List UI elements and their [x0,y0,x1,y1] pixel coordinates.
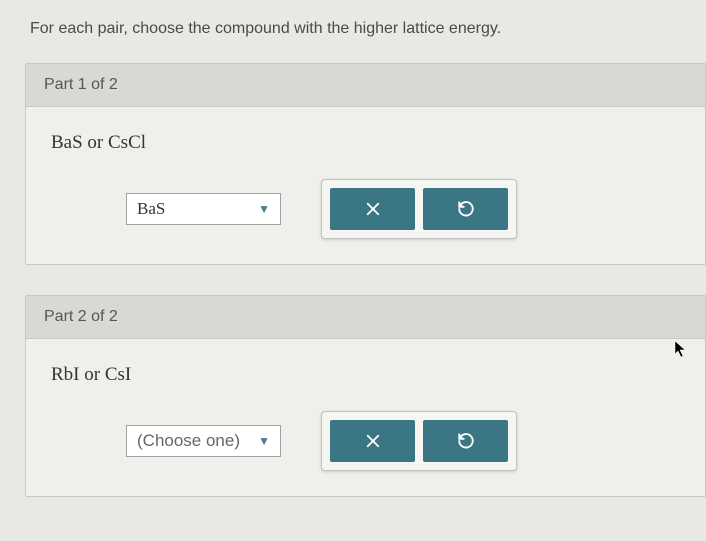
undo-icon [457,200,475,218]
cursor-icon [674,340,688,363]
part-1-compound-label: BaS or CsCl [51,132,680,154]
part-2-body: RbI or CsI (Choose one) ▼ [26,339,705,496]
instruction-text: For each pair, choose the compound with … [25,20,706,38]
part-2-compound-label: RbI or CsI [51,364,680,386]
part-2-dropdown-value: (Choose one) [137,431,240,451]
part-2-dropdown[interactable]: (Choose one) ▼ [126,425,281,457]
part-1-controls: BaS ▼ [51,179,680,239]
undo-icon [457,432,475,450]
part-1-dropdown[interactable]: BaS ▼ [126,193,281,225]
part-1-dropdown-value: BaS [137,199,165,219]
part-1-body: BaS or CsCl BaS ▼ [26,107,705,264]
part-2-button-group [321,411,517,471]
close-icon [364,432,382,450]
close-icon [364,200,382,218]
part-1-reset-button[interactable] [423,188,508,230]
chevron-down-icon: ▼ [258,202,270,217]
part-2-header: Part 2 of 2 [26,296,705,339]
part-2-container: Part 2 of 2 RbI or CsI (Choose one) ▼ [25,295,706,497]
part-1-header: Part 1 of 2 [26,64,705,107]
part-1-container: Part 1 of 2 BaS or CsCl BaS ▼ [25,63,706,265]
chevron-down-icon: ▼ [258,434,270,448]
part-2-reset-button[interactable] [423,420,508,462]
part-2-clear-button[interactable] [330,420,415,462]
part-1-button-group [321,179,517,239]
part-1-clear-button[interactable] [330,188,415,230]
part-2-controls: (Choose one) ▼ [51,411,680,471]
